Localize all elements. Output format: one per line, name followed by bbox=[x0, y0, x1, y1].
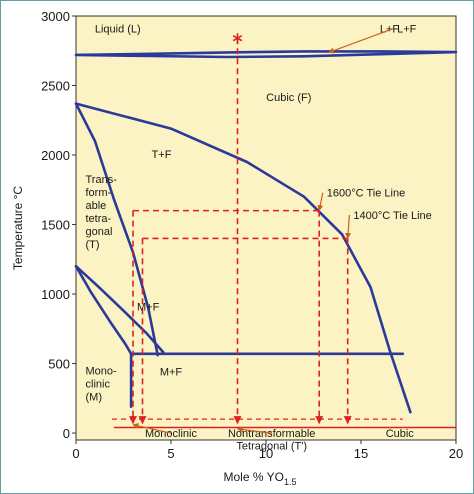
cubic-tf-boundary bbox=[74, 102, 412, 414]
quench-start-marker bbox=[232, 35, 243, 42]
annotation-label: Cubic bbox=[386, 428, 415, 440]
tetragonal-tf-boundary bbox=[74, 102, 159, 357]
y-axis-title: Temperature °C bbox=[11, 186, 25, 270]
monoclinic-upper-boundary bbox=[74, 264, 165, 354]
y-tick-label: 3000 bbox=[41, 9, 70, 24]
monoclinic-label-line: Mono- bbox=[86, 366, 118, 378]
tetragonal-label-line: tetra- bbox=[86, 213, 112, 225]
annotation-label: 1600°C Tie Line bbox=[327, 188, 405, 200]
region-label: Cubic (F) bbox=[266, 92, 311, 104]
annotation-arrow bbox=[345, 214, 352, 240]
y-tick-label: 1000 bbox=[41, 287, 70, 302]
region-label: T+F bbox=[152, 149, 172, 161]
x-axis-title-subscript: 1.5 bbox=[284, 477, 297, 487]
annotation-arrow bbox=[236, 426, 272, 434]
y-tick-label: 500 bbox=[48, 357, 70, 372]
tetragonal-label-line: Trans- bbox=[86, 174, 118, 186]
x-tick-label: 15 bbox=[354, 446, 368, 461]
region-label: M+F bbox=[160, 366, 183, 378]
monoclinic-label-line: (M) bbox=[86, 392, 103, 404]
x-axis-title: Mole % YO1.5 bbox=[224, 470, 297, 487]
region-label: Liquid (L) bbox=[95, 24, 141, 36]
y-tick-label: 1500 bbox=[41, 218, 70, 233]
tetragonal-label-line: able bbox=[86, 200, 107, 212]
liquidus-lens bbox=[74, 50, 458, 59]
tetragonal-label-line: form- bbox=[86, 187, 112, 199]
annotation-arrow bbox=[328, 28, 394, 54]
annotation-arrow bbox=[317, 192, 324, 212]
x-tick-label: 0 bbox=[72, 446, 79, 461]
annotation-label: Nontransformable bbox=[228, 428, 315, 440]
region-label: M+F bbox=[137, 302, 160, 314]
tetragonal-label-line: gonal bbox=[86, 226, 113, 238]
annotation-label: L+F bbox=[397, 24, 417, 36]
x-tick-label: 10 bbox=[259, 446, 273, 461]
y-tick-label: 0 bbox=[63, 426, 70, 441]
annotation-label: Tetragonal (T') bbox=[236, 441, 307, 453]
y-tick-label: 2500 bbox=[41, 79, 70, 94]
tetragonal-label-line: (T) bbox=[86, 239, 100, 251]
annotation-label: 1400°C Tie Line bbox=[353, 210, 431, 222]
plot-area bbox=[75, 15, 457, 441]
annotation-label: Monoclinic bbox=[145, 428, 197, 440]
monoclinic-lower-boundary bbox=[74, 264, 133, 356]
x-tick-label: 20 bbox=[449, 446, 463, 461]
x-tick-label: 5 bbox=[167, 446, 174, 461]
monoclinic-label-line: clinic bbox=[86, 379, 111, 391]
x-axis-title-main: Mole % YO bbox=[224, 470, 284, 484]
y-tick-label: 2000 bbox=[41, 148, 70, 163]
annotation-arrow bbox=[132, 422, 172, 434]
